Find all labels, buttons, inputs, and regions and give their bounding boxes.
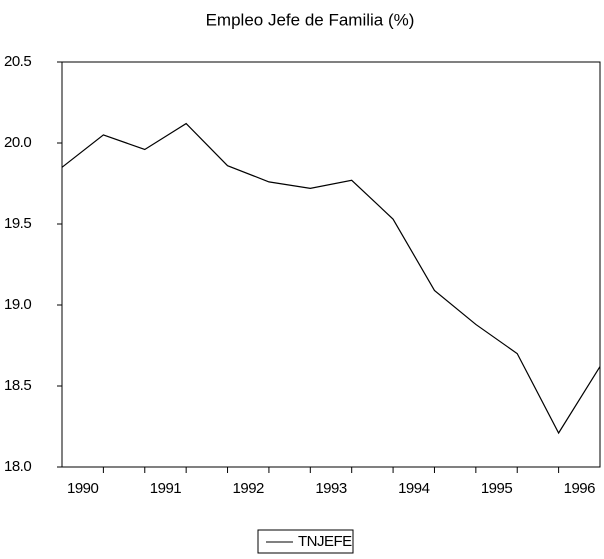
y-tick-label: 18.5: [4, 377, 31, 394]
plot-frame: [61, 61, 601, 468]
x-tick-label: 1992: [233, 480, 265, 497]
x-tick-label: 1995: [481, 480, 513, 497]
x-tick-label: 1991: [150, 480, 182, 497]
chart-title: Empleo Jefe de Familia (%): [206, 10, 415, 29]
y-tick-label: 20.0: [4, 134, 31, 151]
legend-label: TNJEFE: [298, 533, 352, 550]
y-tick-label: 18.0: [4, 458, 31, 475]
y-tick-label: 19.0: [4, 296, 31, 313]
x-tick-label: 1993: [315, 480, 347, 497]
x-tick-label: 1990: [67, 480, 99, 497]
y-tick-label: 20.5: [4, 53, 31, 70]
series-line: [61, 122, 601, 435]
legend-box: [257, 529, 354, 554]
y-tick-label: 19.5: [4, 215, 31, 232]
x-tick-label: 1994: [398, 480, 430, 497]
x-tick-label: 1996: [564, 480, 596, 497]
